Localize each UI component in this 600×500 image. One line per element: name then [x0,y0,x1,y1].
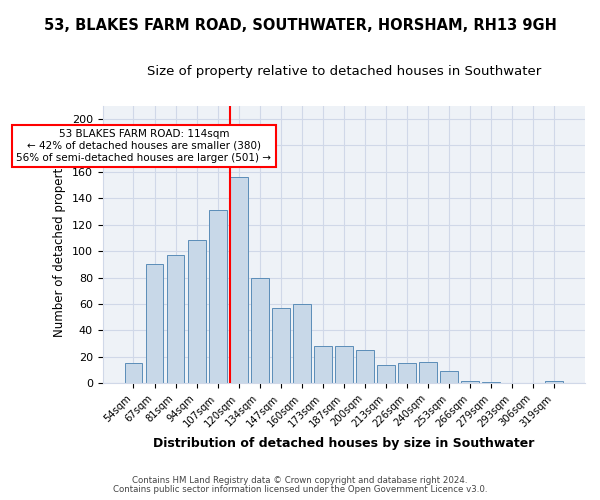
Text: 53 BLAKES FARM ROAD: 114sqm
← 42% of detached houses are smaller (380)
56% of se: 53 BLAKES FARM ROAD: 114sqm ← 42% of det… [16,130,271,162]
Bar [293,304,311,384]
Bar [314,346,332,384]
Bar [209,210,227,384]
Bar [545,380,563,384]
Text: 53, BLAKES FARM ROAD, SOUTHWATER, HORSHAM, RH13 9GH: 53, BLAKES FARM ROAD, SOUTHWATER, HORSHA… [44,18,556,32]
Bar [419,362,437,384]
Bar [377,365,395,384]
Bar [440,372,458,384]
Bar [335,346,353,384]
Text: Contains HM Land Registry data © Crown copyright and database right 2024.: Contains HM Land Registry data © Crown c… [132,476,468,485]
Bar [251,278,269,384]
Bar [356,350,374,384]
Bar [482,382,500,384]
Bar [167,255,184,384]
Title: Size of property relative to detached houses in Southwater: Size of property relative to detached ho… [146,65,541,78]
Bar [125,364,142,384]
Bar [398,364,416,384]
X-axis label: Distribution of detached houses by size in Southwater: Distribution of detached houses by size … [153,437,535,450]
Bar [461,380,479,384]
Bar [230,177,248,384]
Y-axis label: Number of detached properties: Number of detached properties [53,152,66,338]
Bar [188,240,206,384]
Bar [146,264,163,384]
Text: Contains public sector information licensed under the Open Government Licence v3: Contains public sector information licen… [113,485,487,494]
Bar [272,308,290,384]
